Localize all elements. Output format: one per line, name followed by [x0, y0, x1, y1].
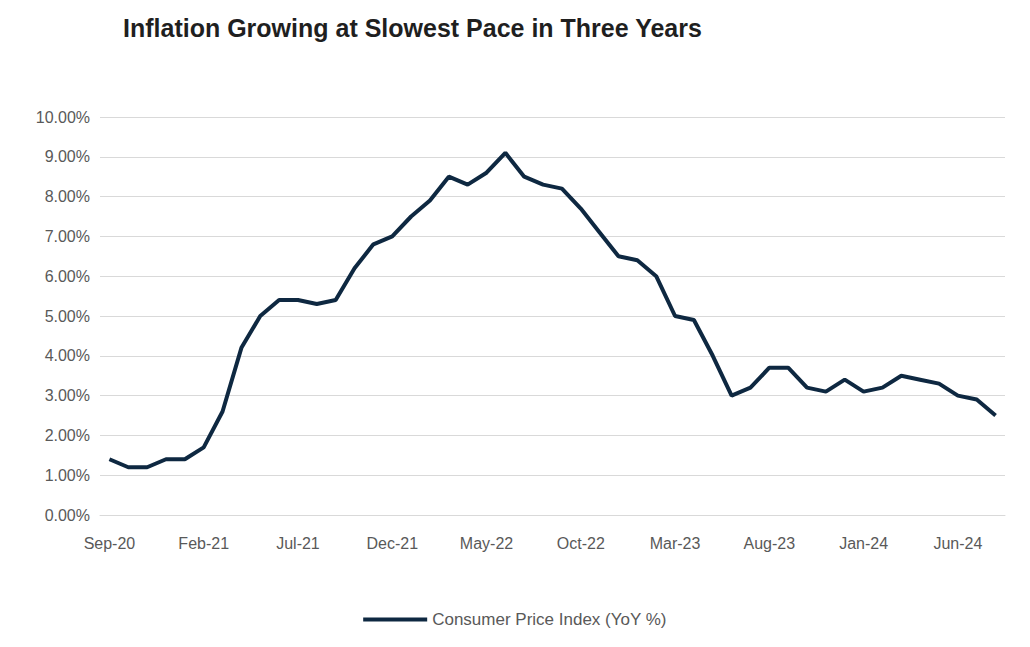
svg-text:0.00%: 0.00% — [45, 507, 90, 524]
svg-text:Oct-22: Oct-22 — [557, 535, 605, 552]
svg-text:Jun-24: Jun-24 — [933, 535, 982, 552]
svg-text:Dec-21: Dec-21 — [366, 535, 418, 552]
svg-text:9.00%: 9.00% — [45, 148, 90, 165]
svg-text:3.00%: 3.00% — [45, 387, 90, 404]
svg-text:8.00%: 8.00% — [45, 188, 90, 205]
svg-text:Aug-23: Aug-23 — [744, 535, 796, 552]
svg-text:May-22: May-22 — [460, 535, 513, 552]
svg-text:Sep-20: Sep-20 — [84, 535, 136, 552]
svg-text:6.00%: 6.00% — [45, 268, 90, 285]
svg-text:Inflation Growing at Slowest P: Inflation Growing at Slowest Pace in Thr… — [123, 14, 702, 42]
svg-text:10.00%: 10.00% — [36, 109, 90, 126]
svg-text:Consumer Price Index (YoY %): Consumer Price Index (YoY %) — [432, 610, 666, 629]
svg-text:Feb-21: Feb-21 — [178, 535, 229, 552]
svg-text:Mar-23: Mar-23 — [650, 535, 701, 552]
svg-text:4.00%: 4.00% — [45, 347, 90, 364]
svg-text:Jul-21: Jul-21 — [276, 535, 320, 552]
svg-text:2.00%: 2.00% — [45, 427, 90, 444]
svg-text:Jan-24: Jan-24 — [839, 535, 888, 552]
svg-text:7.00%: 7.00% — [45, 228, 90, 245]
svg-text:5.00%: 5.00% — [45, 308, 90, 325]
svg-text:1.00%: 1.00% — [45, 467, 90, 484]
